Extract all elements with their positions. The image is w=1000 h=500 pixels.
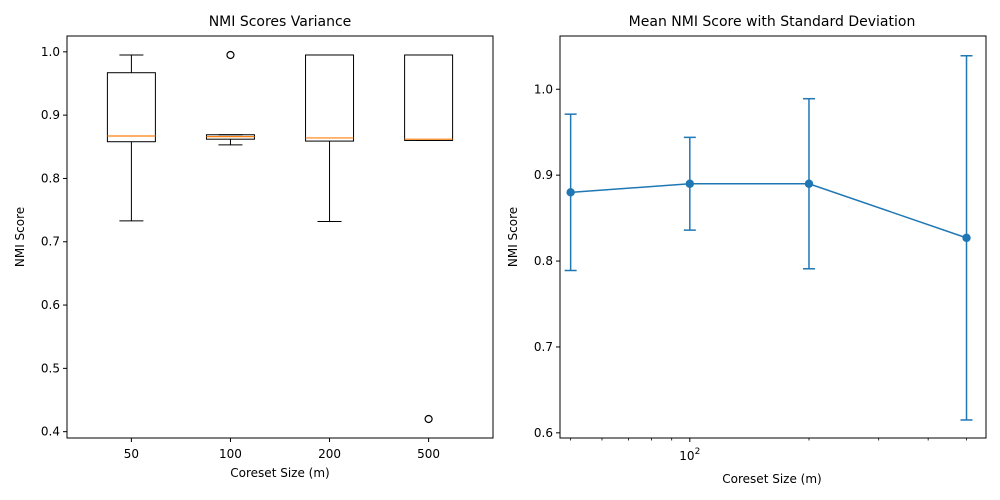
box-flier	[226, 50, 235, 60]
boxplot-y-tick-label: 0.8	[41, 171, 60, 185]
errorbar-500	[960, 55, 973, 421]
box-100	[205, 50, 255, 146]
errorbar-title: Mean NMI Score with Standard Deviation	[629, 14, 916, 30]
mean-point	[962, 233, 971, 243]
errorbar-x-tick-label: 102	[679, 447, 700, 463]
boxplot-y-tick-label: 0.6	[41, 298, 60, 312]
errorbar-y-tick-label: 0.8	[534, 254, 553, 268]
boxplot-x-tick-label: 100	[219, 447, 242, 461]
box-iqr	[106, 72, 156, 143]
boxplot-marks	[106, 50, 454, 424]
boxplot-y-ticks: 0.4 0.5 0.6 0.7 0.8 0.9 1.0	[41, 45, 67, 439]
errorbar-y-tick-label: 0.9	[534, 168, 553, 182]
mean-point	[804, 179, 814, 188]
box-500	[404, 54, 454, 424]
errorbar-x-ticks: 102	[570, 438, 967, 463]
boxplot-x-tick-label: 500	[417, 447, 440, 461]
boxplot-x-axis-label: Coreset Size (m)	[230, 466, 329, 480]
errorbar-200	[802, 97, 815, 270]
box-200	[305, 54, 355, 222]
errorbar-50	[564, 113, 577, 272]
boxplot-x-tick-label: 200	[318, 447, 341, 461]
boxplot-x-tick-label: 50	[124, 447, 139, 461]
errorbar-axes-frame	[559, 35, 987, 439]
boxplot-y-tick-label: 0.9	[41, 108, 60, 122]
box-iqr	[404, 54, 454, 141]
boxplot-y-tick-label: 1.0	[41, 45, 60, 59]
box-flier	[424, 414, 433, 424]
boxplot-y-axis-label: NMI Score	[13, 207, 27, 267]
mean-point	[566, 188, 575, 197]
box-50	[106, 54, 156, 222]
errorbar-panel: Mean NMI Score with Standard Deviation C…	[506, 14, 987, 486]
boxplot-x-ticks: 50 100 200 500	[124, 438, 440, 461]
boxplot-y-tick-label: 0.7	[41, 235, 60, 249]
boxplot-y-tick-label: 0.4	[41, 425, 60, 439]
errorbar-marks	[564, 55, 973, 421]
boxplot-panel: NMI Scores Variance Coreset Size (m) NMI…	[13, 14, 494, 480]
errorbar-y-tick-label: 0.7	[534, 340, 553, 354]
boxplot-y-tick-label: 0.5	[41, 361, 60, 375]
errorbar-100	[683, 136, 696, 231]
mean-line	[570, 182, 967, 239]
errorbar-y-axis-label: NMI Score	[506, 207, 520, 267]
boxplot-title: NMI Scores Variance	[209, 14, 352, 30]
errorbar-y-ticks: 0.6 0.7 0.8 0.9 1.0	[534, 82, 560, 440]
errorbar-y-tick-label: 1.0	[534, 82, 553, 96]
boxplot-axes-frame	[66, 35, 494, 439]
errorbar-y-tick-label: 0.6	[534, 426, 553, 440]
mean-point	[685, 179, 695, 188]
box-iqr	[305, 54, 355, 142]
errorbar-x-axis-label: Coreset Size (m)	[722, 472, 821, 486]
